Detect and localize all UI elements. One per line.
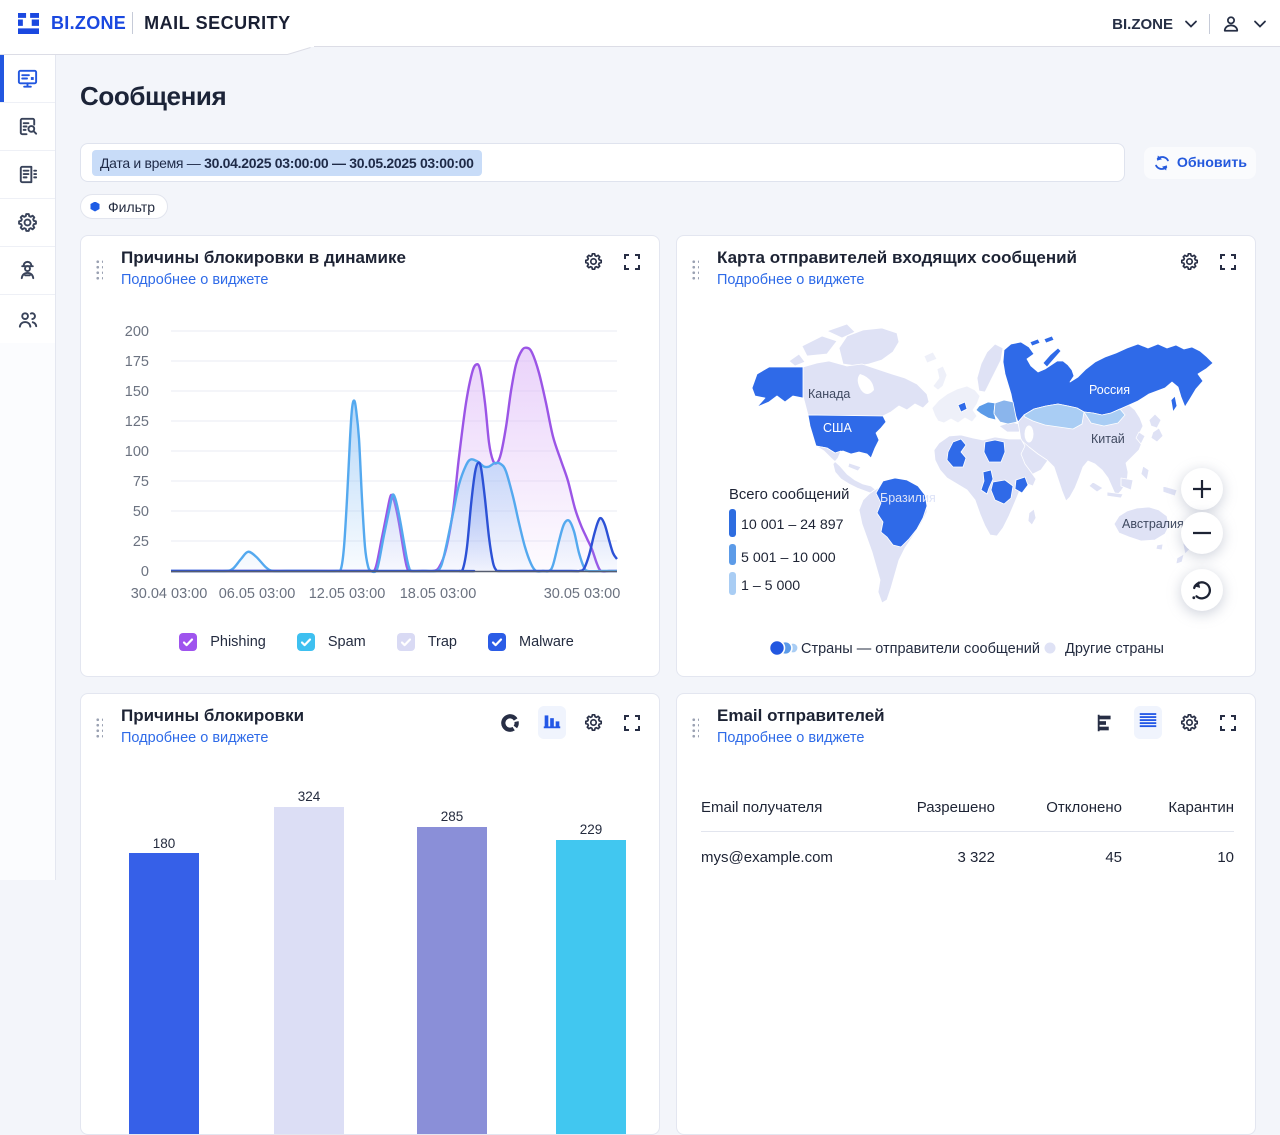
svg-text:285: 285: [441, 809, 464, 824]
svg-text:Бразилия: Бразилия: [880, 491, 936, 505]
svg-text:175: 175: [125, 354, 149, 370]
svg-text:США: США: [823, 421, 852, 435]
svg-text:324: 324: [298, 789, 321, 804]
svg-text:Всего сообщений: Всего сообщений: [729, 487, 849, 503]
svg-text:12.05 03:00: 12.05 03:00: [309, 586, 386, 602]
svg-text:5 001 – 10 000: 5 001 – 10 000: [741, 550, 836, 566]
svg-text:75: 75: [133, 474, 149, 490]
svg-text:06.05 03:00: 06.05 03:00: [219, 586, 296, 602]
svg-text:25: 25: [133, 534, 149, 550]
svg-text:18.05 03:00: 18.05 03:00: [400, 586, 477, 602]
svg-text:229: 229: [580, 822, 603, 837]
svg-text:150: 150: [125, 384, 149, 400]
svg-text:125: 125: [125, 414, 149, 430]
svg-text:10 001 – 24 897: 10 001 – 24 897: [741, 517, 844, 533]
svg-text:100: 100: [125, 444, 149, 460]
svg-text:Другие страны: Другие страны: [1065, 641, 1164, 657]
svg-text:30.04 03:00: 30.04 03:00: [131, 586, 208, 602]
svg-text:30.05 03:00: 30.05 03:00: [544, 586, 621, 602]
svg-text:180: 180: [153, 836, 176, 851]
svg-text:50: 50: [133, 504, 149, 520]
svg-text:0: 0: [141, 564, 149, 580]
svg-text:200: 200: [125, 324, 149, 340]
svg-text:Китай: Китай: [1091, 432, 1125, 446]
svg-text:Страны — отправители сообщений: Страны — отправители сообщений: [801, 641, 1040, 657]
svg-text:1 – 5 000: 1 – 5 000: [741, 578, 800, 594]
svg-text:Россия: Россия: [1089, 383, 1130, 397]
svg-text:Австралия: Австралия: [1122, 517, 1184, 531]
svg-text:Канада: Канада: [808, 387, 850, 401]
